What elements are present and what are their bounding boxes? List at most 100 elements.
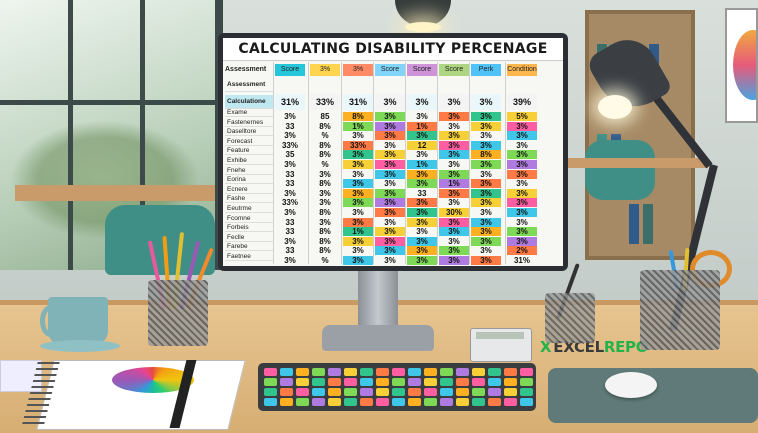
data-cell: 33 (285, 217, 295, 227)
row-label: Fastenernes (225, 118, 273, 127)
data-cell: 8% (319, 227, 331, 237)
column-header: Score (407, 64, 437, 76)
keyboard-key (264, 378, 277, 386)
data-cell: 3% (352, 131, 364, 141)
data-cell: 33% (281, 198, 298, 208)
keyboard-key (424, 368, 437, 376)
data-cell: 2% (507, 246, 537, 256)
column-divider (505, 62, 506, 264)
keyboard-key (312, 368, 325, 376)
data-cell: 3% (439, 227, 469, 237)
row-label: Feclle (225, 233, 273, 242)
window-mullion (68, 0, 73, 270)
data-cell: 3% (284, 131, 296, 141)
keyboard-key (488, 388, 501, 396)
keyboard-key (344, 388, 357, 396)
keyboard-key (440, 368, 453, 376)
data-cell: 3% (471, 140, 501, 150)
keyboard-key (280, 388, 293, 396)
side-desk (568, 158, 708, 168)
data-cell: 3% (471, 236, 501, 246)
data-cell: 3% (375, 150, 405, 160)
keyboard-icon (258, 363, 536, 411)
keyboard-key (520, 398, 533, 406)
data-cell: 3% (284, 188, 296, 198)
data-cell: 33 (285, 121, 295, 131)
mouse-pad (548, 368, 758, 423)
data-cell: 1% (343, 121, 373, 131)
data-cell: 3% (507, 208, 537, 217)
row-label: Ecnere (225, 185, 273, 194)
data-cell: 3% (439, 246, 469, 256)
data-cell: 3% (319, 198, 331, 208)
data-cell: 3% (439, 112, 469, 121)
keyboard-key (488, 398, 501, 406)
data-cell: 85 (320, 112, 330, 121)
office-chair (585, 140, 655, 200)
data-cell: 3% (375, 169, 405, 179)
logo-text-repo: REPO (603, 338, 649, 356)
keyboard-key (360, 378, 373, 386)
data-cell: 3% (284, 160, 296, 169)
monitor-base (322, 325, 434, 351)
keyboard-key (312, 398, 325, 406)
data-cell: 8% (471, 150, 501, 160)
keyboard-key (328, 398, 341, 406)
data-cell: 3% (343, 198, 373, 208)
keyboard-key (424, 378, 437, 386)
data-cell: 3% (343, 236, 373, 246)
keyboard-key (312, 388, 325, 396)
data-cell: 3% (480, 208, 492, 217)
data-cell: 3% (407, 208, 437, 217)
data-cell: 3% (352, 208, 364, 217)
keyboard-key (504, 378, 517, 386)
logo-mark: X (540, 338, 552, 356)
data-cell: 33 (285, 179, 295, 189)
data-cell: 8% (319, 140, 331, 150)
data-cell: 3% (384, 140, 396, 150)
data-cell: 3% (407, 246, 437, 256)
row-label: Feature (225, 146, 273, 156)
column-divider (373, 62, 374, 264)
data-cell: 3% (516, 140, 528, 150)
keyboard-key (504, 388, 517, 396)
data-cell: 8% (343, 112, 373, 121)
data-cell: 3% (375, 236, 405, 246)
data-cell: 3% (284, 208, 296, 217)
header-value: 39% (507, 94, 537, 110)
keyboard-key (360, 368, 373, 376)
keyboard-key (280, 398, 293, 406)
data-cell: 3% (471, 160, 501, 169)
keyboard-key (344, 368, 357, 376)
keyboard-key (344, 398, 357, 406)
header-value: 31% (343, 94, 373, 110)
keyboard-key (376, 378, 389, 386)
data-cell: 33% (281, 140, 298, 150)
spreadsheet: Assessment Score 3% 3% Score Score Score Perk Co… (225, 62, 561, 265)
header-value: 3% (471, 94, 501, 110)
keyboard-key (328, 378, 341, 386)
keyboard-key (520, 388, 533, 396)
column-divider (341, 62, 342, 264)
data-cell: 33 (285, 169, 295, 179)
row-label: Forbeis (225, 223, 273, 233)
row-label: Assessment (225, 78, 273, 92)
data-cell: 12 (407, 140, 437, 150)
data-cell: 3% (471, 188, 501, 198)
column-header: 3% (310, 64, 340, 76)
keyboard-key (472, 378, 485, 386)
keyboard-key (408, 388, 421, 396)
column-divider (273, 62, 274, 264)
monitor-stand (358, 271, 398, 326)
data-cell: 3% (471, 256, 501, 265)
data-cell: 3% (471, 179, 501, 189)
data-cell: % (321, 160, 329, 169)
data-cell: 3% (375, 198, 405, 208)
saucer (40, 340, 120, 352)
data-cell: 33 (285, 246, 295, 256)
data-cell: 3% (319, 188, 331, 198)
data-cell: 3% (448, 198, 460, 208)
keyboard-key (264, 398, 277, 406)
keyboard-key (376, 388, 389, 396)
data-cell: 3% (384, 217, 396, 227)
